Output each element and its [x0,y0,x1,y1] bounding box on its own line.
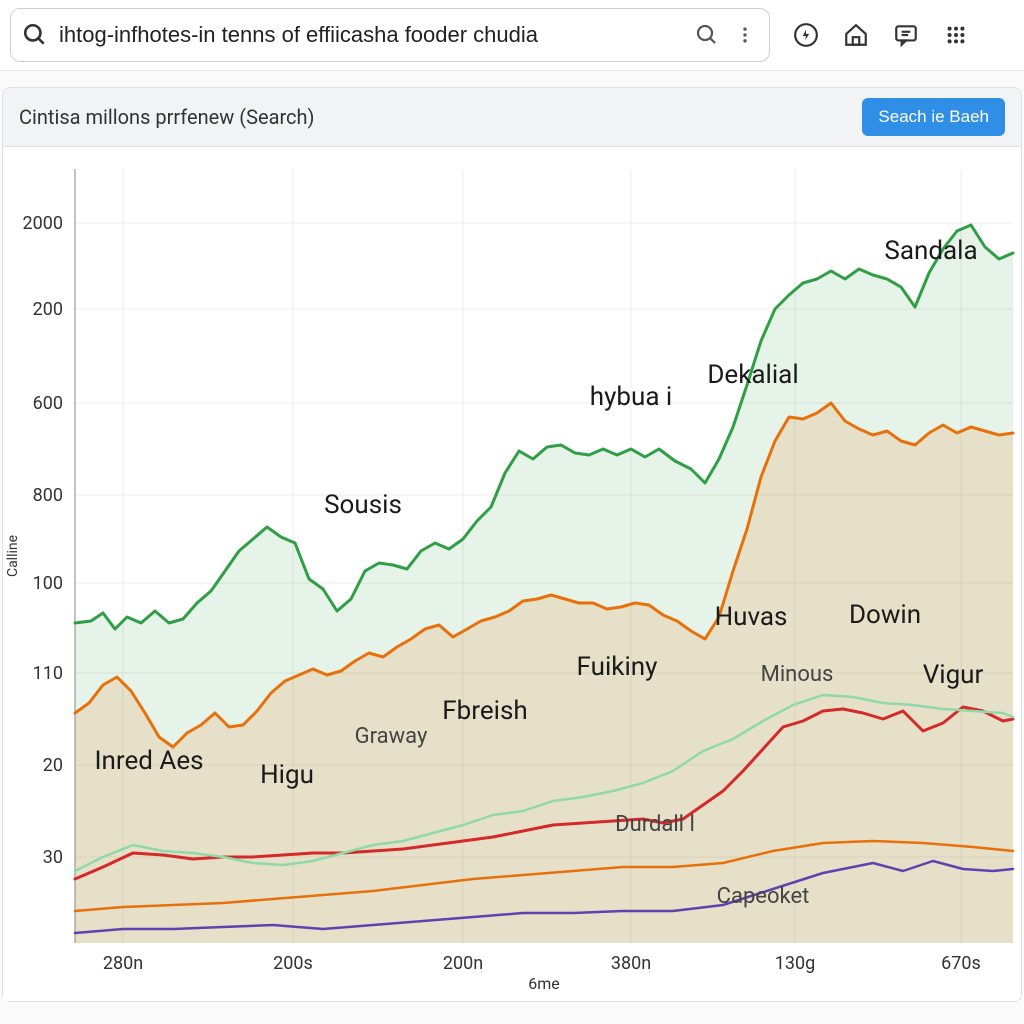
svg-text:2000: 2000 [23,213,63,234]
toolbar-icons [792,21,970,49]
svg-text:Minous: Minous [761,662,834,687]
line-chart: 2000 200 600 800 100 110 20 30 280n 200s 200n 380n 1… [3,151,1017,1001]
flash-icon[interactable] [792,21,820,49]
svg-text:Higu: Higu [260,760,314,790]
svg-text:30: 30 [43,847,63,868]
svg-text:380n: 380n [611,953,651,974]
apps-icon[interactable] [942,21,970,49]
panel-header: Cintisa millons prrfenew (Search) Seach … [2,87,1022,147]
svg-text:Inred Aes: Inred Aes [94,746,203,776]
search-container [10,8,770,62]
svg-text:Capeoket: Capeoket [717,884,810,909]
top-bar [0,0,1024,71]
svg-text:670s: 670s [941,953,981,974]
svg-text:800: 800 [33,485,63,506]
svg-text:Fuikiny: Fuikiny [577,652,658,682]
search-input[interactable] [59,22,683,48]
svg-text:20: 20 [43,755,63,776]
svg-text:Sousis: Sousis [324,490,402,520]
svg-text:Dekalial: Dekalial [707,360,798,390]
svg-text:200: 200 [33,299,63,320]
svg-text:110: 110 [33,663,63,684]
svg-text:Graway: Graway [355,724,428,749]
svg-text:hybua i: hybua i [590,382,672,412]
panel-title: Cintisa millons prrfenew (Search) [19,105,315,129]
search-submit-icon[interactable] [693,21,721,49]
search-action-button[interactable]: Seach ie Baeh [862,98,1005,136]
svg-text:Vigur: Vigur [923,660,984,690]
svg-text:Durdall l: Durdall l [615,812,695,837]
chart-container: 2000 200 600 800 100 110 20 30 280n 200s 200n 380n 1… [2,147,1022,1002]
svg-text:Fbreish: Fbreish [442,696,527,726]
svg-text:200s: 200s [273,953,313,974]
svg-text:280n: 280n [103,953,143,974]
svg-text:130g: 130g [775,953,815,974]
svg-text:Sandala: Sandala [884,236,977,266]
chat-icon[interactable] [892,21,920,49]
svg-text:600: 600 [33,393,63,414]
home-icon[interactable] [842,21,870,49]
svg-text:Huvas: Huvas [715,602,788,632]
svg-text:Dowin: Dowin [849,600,921,630]
search-icon[interactable] [21,21,49,49]
svg-text:200n: 200n [443,953,483,974]
more-options-icon[interactable] [731,21,759,49]
svg-text:6me: 6me [528,974,560,993]
svg-text:100: 100 [33,573,63,594]
svg-text:Calline: Calline [5,535,21,577]
